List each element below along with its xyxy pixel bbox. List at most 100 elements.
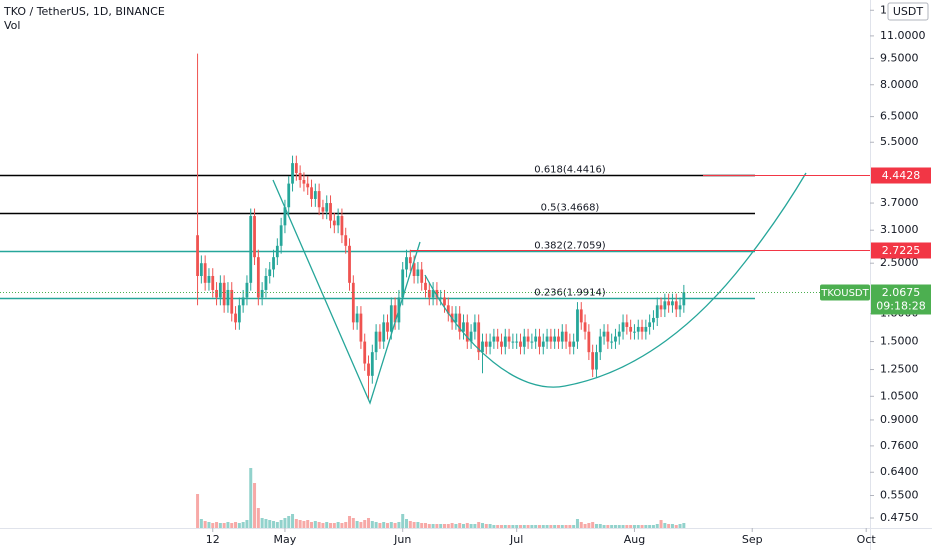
volume-bar: [465, 523, 469, 528]
candle-body: [218, 282, 222, 298]
volume-bar: [367, 518, 371, 528]
candle-body: [382, 322, 386, 342]
chart-title: TKO / TetherUS, 1D, BINANCE: [3, 5, 165, 18]
candle-body: [583, 322, 587, 332]
candle-body: [317, 191, 321, 208]
candle-body: [560, 331, 564, 342]
volume-bar: [249, 468, 253, 528]
candle-body: [496, 336, 500, 342]
currency-box[interactable]: [887, 2, 929, 21]
candle-body: [367, 363, 370, 376]
candle-body: [363, 341, 367, 364]
volume-bar: [237, 523, 241, 528]
current-price-tag: [871, 284, 931, 315]
volume-bar: [606, 525, 610, 528]
candle-body: [340, 216, 344, 236]
candle-body: [196, 235, 199, 276]
candle-body: [602, 331, 606, 337]
y-tick-label: 1.0500: [880, 389, 919, 402]
volume-bar: [256, 508, 260, 528]
volume-bar: [518, 525, 522, 528]
candle-body: [671, 301, 674, 306]
candle-body: [557, 336, 560, 342]
candle-body: [576, 309, 579, 342]
volume-bar: [632, 525, 636, 528]
candle-body: [503, 336, 507, 347]
volume-bar: [480, 523, 484, 528]
y-tick-label: 6.5000: [880, 110, 919, 123]
candle-body: [416, 269, 420, 276]
volume-bar: [507, 525, 511, 528]
candle-body: [249, 216, 253, 283]
volume-bar: [264, 519, 268, 528]
y-tick-label: 0.7600: [880, 439, 919, 452]
volume-bar: [461, 524, 465, 528]
candle-body: [427, 289, 431, 298]
volume-bar: [640, 525, 644, 528]
candle-body: [405, 257, 408, 270]
volume-bar: [667, 524, 671, 528]
current-price-label: 2.0675: [882, 286, 921, 299]
volume-bar: [203, 521, 207, 528]
volume-bar: [348, 516, 352, 528]
volume-bar: [556, 525, 560, 528]
volume-bar: [651, 525, 655, 528]
volume-bar: [382, 522, 386, 528]
candle-body: [606, 331, 610, 342]
candle-body: [287, 183, 291, 208]
volume-bar: [321, 523, 325, 528]
volume-bar: [351, 518, 355, 528]
candle-body: [412, 263, 416, 276]
candle-body: [355, 313, 359, 323]
candle-body: [245, 282, 249, 298]
volume-bar: [287, 516, 291, 528]
candle-body: [663, 301, 667, 310]
volume-bar: [310, 522, 314, 528]
volume-bar: [226, 522, 230, 528]
volume-bar: [583, 524, 587, 528]
price-tag-label: 4.4428: [882, 169, 921, 182]
volume-bar: [492, 525, 496, 528]
candle-body: [572, 341, 576, 347]
candle-body: [298, 173, 302, 181]
candle-body: [458, 313, 462, 332]
volume-bar: [222, 523, 226, 528]
candle-body: [378, 331, 382, 342]
volume-bar: [560, 525, 564, 528]
candle-body: [667, 301, 671, 306]
candle-body: [640, 326, 644, 332]
volume-bar: [446, 524, 450, 528]
volume-bar: [291, 514, 295, 528]
volume-bar: [629, 525, 633, 528]
candle-body: [241, 297, 245, 306]
price-tag-label: 2.7225: [882, 244, 921, 257]
candle-body: [401, 269, 405, 298]
volume-bar: [496, 525, 500, 528]
candle-body: [325, 203, 329, 212]
candle-body: [424, 282, 427, 290]
candle-body: [386, 322, 389, 332]
candle-body: [462, 322, 465, 332]
x-tick-label: Jul: [509, 533, 523, 546]
candle-body: [519, 341, 522, 347]
candle-body: [211, 275, 215, 290]
volume-bar: [682, 523, 686, 528]
y-tick-label: 0.4750: [880, 511, 919, 524]
volume-bar: [359, 522, 363, 528]
fib-label: 0.5(3.4668): [541, 203, 600, 214]
volume-bar: [363, 520, 367, 528]
volume-bar: [594, 524, 598, 528]
volume-bar: [317, 522, 321, 528]
symbol-tag: [820, 284, 870, 301]
volume-bar: [572, 525, 576, 528]
y-tick-label: 1.2500: [880, 363, 919, 376]
volume-bar: [579, 522, 583, 528]
candle-body: [659, 305, 663, 310]
candle-body: [370, 352, 374, 376]
volume-bar: [488, 524, 492, 528]
y-tick-label: 1.5000: [880, 335, 919, 348]
candle-body: [674, 301, 678, 310]
volume-bar: [450, 523, 454, 528]
volume-bar: [469, 524, 473, 528]
candle-body: [321, 207, 325, 212]
